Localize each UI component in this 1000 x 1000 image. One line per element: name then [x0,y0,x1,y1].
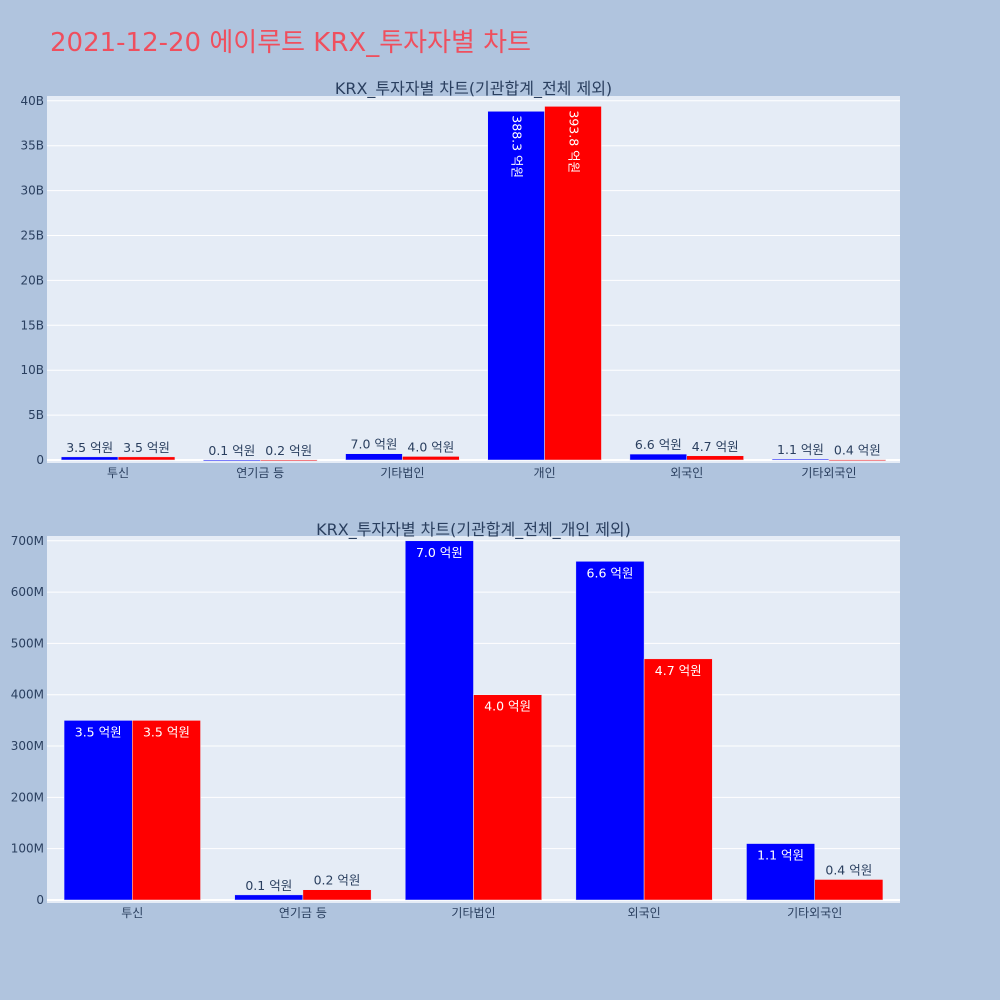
bar-red [544,106,602,461]
y-tick-label: 10B [20,363,44,377]
bar-red [117,456,176,461]
y-tick-label: 200M [11,790,44,804]
data-label: 388.3 억원 [510,115,525,178]
data-label: 7.0 억원 [351,437,398,452]
x-tick-label: 외국인 [670,466,703,480]
data-label: 0.1 억원 [245,878,292,893]
y-tick-label: 25B [20,228,44,242]
data-label: 4.7 억원 [692,439,739,454]
data-label: 1.1 억원 [777,442,824,457]
data-label: 0.4 억원 [834,443,881,458]
y-tick-label: 5B [28,408,44,422]
y-tick-label: 600M [11,585,44,599]
bar-blue [234,894,304,901]
bar-red [643,658,713,901]
y-tick-label: 40B [20,94,44,108]
data-label: 4.0 억원 [407,439,454,454]
y-tick-label: 100M [11,842,44,856]
y-tick-label: 700M [11,534,44,548]
data-label: 3.5 억원 [143,724,190,739]
data-label: 6.6 억원 [635,437,682,452]
plot-area [47,96,900,463]
x-tick-label: 투신 [107,466,129,480]
x-tick-label: 기타법인 [451,906,495,920]
x-tick-label: 기타외국인 [801,466,856,480]
bar-blue [487,111,545,461]
data-label: 0.2 억원 [265,443,312,458]
x-tick-label: 투신 [121,906,143,920]
data-label: 1.1 억원 [757,848,804,863]
bar-red [686,455,744,461]
x-tick-label: 기타외국인 [787,906,842,920]
y-tick-label: 20B [20,273,44,287]
chart-investor-excl-individual: 0 100M 200M 300M 400M 500M 600M 700M KRX_투자자별 차트… [11,520,900,920]
data-label: 393.8 억원 [567,110,582,173]
bar-blue [203,459,261,462]
data-label: 3.5 억원 [123,440,170,455]
y-tick-label: 300M [11,739,44,753]
data-label: 3.5 억원 [75,724,122,739]
data-label: 4.0 억원 [484,699,531,714]
chart-title: KRX_투자자별 차트(기관합계_전체_개인 제외) [316,520,631,540]
data-label: 0.2 억원 [314,873,361,888]
x-tick-label: 연기금 등 [279,906,327,920]
y-tick-label: 0 [36,893,44,907]
bar-blue [771,458,830,461]
data-label: 3.5 억원 [66,440,113,455]
bar-blue [60,456,119,461]
y-tick-label: 0 [36,453,44,467]
y-tick-label: 35B [20,139,44,153]
bar-red [302,889,372,901]
data-label: 6.6 억원 [587,565,634,580]
x-tick-label: 외국인 [628,906,661,920]
data-label: 0.1 억원 [208,443,255,458]
chart-investor-all: 0 5B 10B 15B 20B 25B 30B 35B 40B KRX_투자자별 차트(기관합계… [20,79,900,480]
bar-blue [746,843,815,901]
y-tick-label: 400M [11,688,44,702]
data-label: 7.0 억원 [416,545,463,560]
bar-red [828,459,887,461]
x-tick-label: 연기금 등 [236,466,284,480]
bar-blue [575,561,645,901]
bar-blue [63,720,133,901]
page-title: 2021-12-20 에이루트 KRX_투자자별 차트 [50,28,532,58]
bar-red [260,459,318,462]
bar-red [814,879,884,901]
bar-blue [345,453,403,461]
y-tick-label: 500M [11,636,44,650]
bar-blue [629,453,688,461]
data-label: 4.7 억원 [655,663,702,678]
x-tick-label: 개인 [534,466,556,480]
bar-red [402,456,460,461]
bar-red [132,720,201,901]
x-tick-label: 기타법인 [380,466,424,480]
bar-blue [405,540,474,901]
bar-red [473,694,542,901]
y-tick-label: 15B [20,318,44,332]
chart-title: KRX_투자자별 차트(기관합계_전체 제외) [335,79,612,99]
data-label: 0.4 억원 [825,862,872,877]
y-tick-label: 30B [20,184,44,198]
